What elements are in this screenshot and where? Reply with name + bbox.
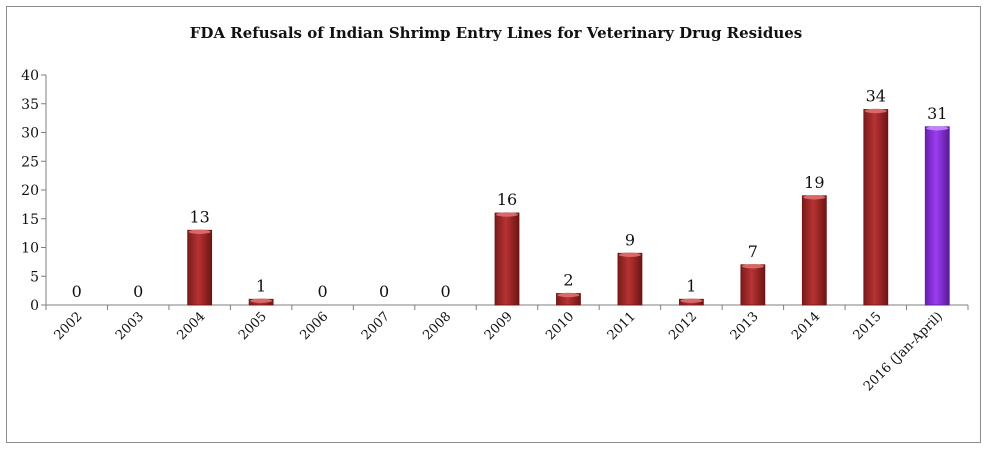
bar-cap bbox=[557, 292, 580, 298]
bar-cap bbox=[188, 229, 211, 234]
data-label: 0 bbox=[72, 282, 82, 301]
data-label: 7 bbox=[748, 242, 758, 261]
data-label: 2 bbox=[563, 271, 573, 290]
x-tick-label: 2015 bbox=[851, 309, 885, 343]
y-tick-label: 5 bbox=[30, 269, 39, 285]
x-tick-label: 2014 bbox=[789, 309, 823, 343]
x-tick-label: 2010 bbox=[543, 309, 577, 343]
y-tick-label: 20 bbox=[21, 183, 39, 199]
x-tick-label: 2008 bbox=[420, 309, 454, 343]
data-label: 0 bbox=[379, 282, 389, 301]
y-tick-label: 15 bbox=[21, 212, 39, 228]
y-tick-label: 10 bbox=[21, 241, 39, 257]
bar bbox=[740, 264, 766, 306]
data-labels: 0 0 13 1 0 0 0 16 2 9 1 7 19 34 31 bbox=[72, 87, 948, 302]
chart-title: FDA Refusals of Indian Shrimp Entry Line… bbox=[190, 24, 802, 42]
data-label: 1 bbox=[256, 276, 266, 295]
data-label: 1 bbox=[686, 276, 696, 295]
x-tick-label: 2007 bbox=[359, 309, 393, 343]
y-axis: 0 5 10 15 20 25 30 35 40 bbox=[21, 68, 47, 314]
data-label: 0 bbox=[440, 282, 450, 301]
bar-cap bbox=[803, 195, 826, 200]
x-tick-label: 2009 bbox=[482, 309, 516, 343]
data-label: 34 bbox=[866, 87, 886, 106]
bar-cap bbox=[680, 298, 703, 303]
data-label: 16 bbox=[497, 190, 517, 209]
x-tick-label: 2012 bbox=[666, 309, 700, 343]
data-label: 0 bbox=[133, 282, 143, 301]
bar-cap bbox=[496, 212, 518, 217]
x-tick-label: 2013 bbox=[728, 309, 762, 343]
y-tick-label: 30 bbox=[21, 126, 39, 142]
y-tick-label: 40 bbox=[21, 68, 39, 84]
bar bbox=[801, 195, 827, 306]
bar bbox=[617, 252, 643, 306]
bar-cap bbox=[864, 108, 887, 114]
data-label: 31 bbox=[927, 104, 947, 123]
bar-cap bbox=[618, 252, 641, 257]
x-tick-label: 2002 bbox=[52, 309, 86, 343]
x-tick-label: 2011 bbox=[605, 309, 639, 343]
x-tick-label: 2006 bbox=[297, 309, 331, 343]
data-label: 9 bbox=[625, 230, 635, 249]
x-tick-label: 2005 bbox=[236, 309, 270, 343]
bar bbox=[924, 126, 950, 306]
x-tick-label: 2004 bbox=[174, 309, 208, 343]
x-tick-label: 2003 bbox=[113, 309, 147, 343]
y-tick-label: 0 bbox=[30, 298, 39, 314]
x-axis: 2002 2003 2004 2005 2006 2007 2008 2009 2010 2011… bbox=[45, 304, 969, 394]
data-label: 0 bbox=[318, 282, 328, 301]
bar bbox=[494, 212, 520, 306]
data-label: 19 bbox=[804, 173, 824, 192]
y-tick-label: 35 bbox=[21, 97, 39, 113]
bar-cap bbox=[741, 264, 764, 269]
y-tick-label: 25 bbox=[21, 154, 39, 170]
bar-cap bbox=[926, 126, 949, 131]
bar bbox=[863, 109, 889, 306]
bar-cap bbox=[250, 298, 273, 303]
data-label: 13 bbox=[189, 207, 209, 226]
bars bbox=[187, 108, 950, 306]
bar bbox=[187, 229, 213, 306]
